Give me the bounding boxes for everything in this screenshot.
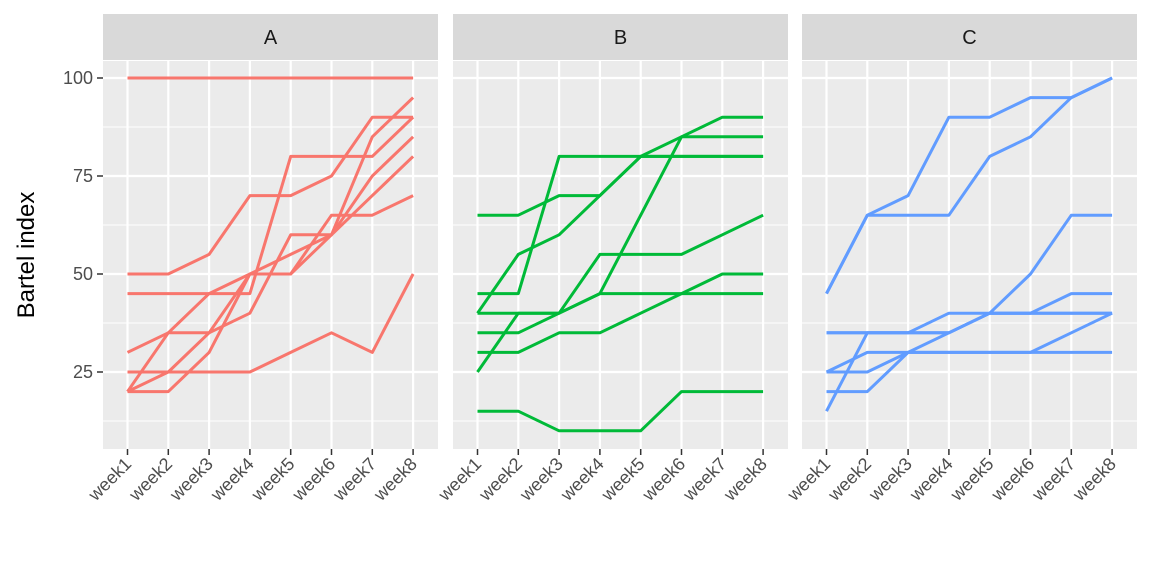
facet-panel-C: Cweek1week2week3week4week5week6week7week… — [783, 14, 1137, 505]
x-tick-label: week5 — [597, 454, 649, 506]
series-line — [825, 76, 1113, 295]
x-tick-label: week3 — [165, 454, 217, 506]
y-axis-title: Bartel index — [13, 192, 40, 319]
facet-panel-A: Aweek1week2week3week4week5week6week7week… — [84, 14, 438, 505]
facet-strip — [453, 14, 788, 60]
series-line — [477, 154, 764, 296]
x-tick-label: week4 — [206, 454, 258, 506]
x-tick-label: week4 — [905, 454, 957, 506]
x-tick-label: week8 — [1068, 454, 1120, 506]
facet-panels: Aweek1week2week3week4week5week6week7week… — [84, 14, 1137, 505]
series-line — [825, 76, 1113, 295]
x-tick-label: week7 — [1027, 454, 1079, 506]
y-tick-label: 75 — [73, 166, 93, 186]
facet-strip — [802, 14, 1137, 60]
x-tick-label: week1 — [434, 454, 486, 506]
x-tick-label: week7 — [328, 454, 380, 506]
y-tick-label: 25 — [73, 362, 93, 382]
x-tick-label: week2 — [124, 454, 176, 506]
series-line — [826, 311, 1113, 374]
x-tick-label: week8 — [369, 454, 421, 506]
x-tick-label: week2 — [474, 454, 526, 506]
facet-panel-B: Bweek1week2week3week4week5week6week7week… — [434, 14, 788, 505]
facet-strip-label: A — [264, 27, 278, 49]
facet-strip-label: B — [614, 27, 627, 49]
x-tick-label: week3 — [864, 454, 916, 506]
series-line — [127, 273, 415, 374]
x-tick-label: week8 — [719, 454, 771, 506]
facet-strip — [103, 14, 438, 60]
panel-background — [802, 61, 1137, 449]
series-line — [477, 272, 764, 354]
facet-strip-label: C — [962, 27, 976, 49]
x-tick-label: week2 — [823, 454, 875, 506]
x-tick-label: week4 — [556, 454, 608, 506]
series-line — [126, 135, 415, 393]
y-axis: 25 50 75 100 — [63, 68, 103, 382]
y-tick-label: 100 — [63, 68, 93, 88]
x-tick-label: week1 — [783, 454, 835, 506]
y-tick-label: 50 — [73, 264, 93, 284]
x-tick-label: week6 — [987, 454, 1039, 506]
series-line — [477, 292, 764, 335]
series-line — [476, 213, 764, 373]
x-tick-label: week6 — [638, 454, 690, 506]
x-tick-label: week5 — [247, 454, 299, 506]
x-tick-label: week7 — [678, 454, 730, 506]
series-line — [127, 155, 415, 394]
series-line — [825, 311, 1113, 412]
x-tick-label: week6 — [288, 454, 340, 506]
series-line — [477, 390, 764, 433]
series-line — [127, 115, 414, 276]
x-tick-label: week1 — [84, 454, 136, 506]
x-tick-label: week3 — [515, 454, 567, 506]
x-tick-label: week5 — [946, 454, 998, 506]
